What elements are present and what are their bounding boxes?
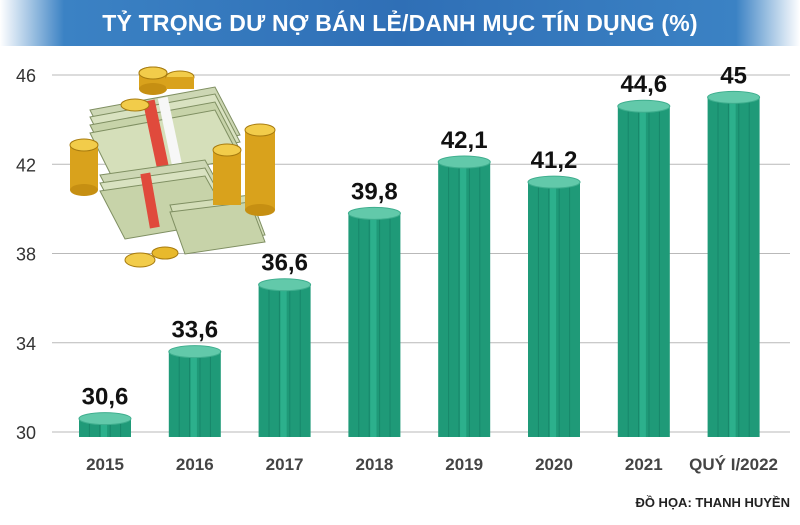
x-tick-label: 2018: [355, 455, 393, 474]
data-label: 44,6: [620, 71, 667, 98]
money-stack-icon: [69, 66, 276, 268]
bar-top: [258, 278, 312, 292]
x-tick-label: 2020: [535, 455, 573, 474]
bar-highlight: [190, 351, 197, 437]
chart-title: TỶ TRỌNG DƯ NỢ BÁN LẺ/DANH MỤC TÍN DỤNG …: [102, 9, 698, 36]
data-label: 39,8: [351, 178, 398, 205]
x-tick-label: 2021: [625, 455, 663, 474]
x-tick-label: 2015: [86, 455, 124, 474]
x-tick-label: 2019: [445, 455, 483, 474]
data-label: 45: [720, 62, 747, 89]
bar-highlight: [460, 162, 467, 438]
data-label: 36,6: [261, 250, 308, 277]
bar-top: [347, 206, 401, 220]
bar-top: [527, 175, 581, 189]
x-tick-label: 2017: [266, 455, 304, 474]
graphic-credit: ĐỒ HỌA: THANH HUYỀN: [635, 495, 790, 510]
data-label: 30,6: [82, 384, 129, 411]
bar-highlight: [729, 97, 736, 437]
bar-top: [707, 90, 761, 104]
bar-top: [78, 412, 132, 426]
data-label: 33,6: [171, 317, 218, 344]
y-tick-label: 42: [16, 155, 36, 175]
bar-highlight: [280, 284, 287, 437]
bar-top: [437, 155, 491, 169]
bar-highlight: [549, 182, 557, 437]
x-tick-label: 2016: [176, 455, 214, 474]
bar-top: [168, 345, 222, 359]
data-label: 42,1: [441, 127, 488, 154]
bar-highlight: [100, 418, 108, 437]
bar-highlight: [370, 213, 377, 437]
bar-top: [617, 99, 671, 113]
y-tick-label: 30: [16, 423, 36, 443]
bar-highlight: [639, 106, 646, 438]
chart-title-bar: TỶ TRỌNG DƯ NỢ BÁN LẺ/DANH MỤC TÍN DỤNG …: [0, 0, 800, 46]
y-tick-label: 46: [16, 66, 36, 86]
gold-coins-icon: [69, 66, 276, 268]
y-tick-label: 34: [16, 334, 36, 354]
data-label: 41,2: [531, 147, 578, 174]
x-tick-label: QUÝ I/2022: [689, 455, 778, 474]
y-tick-label: 38: [16, 245, 36, 265]
